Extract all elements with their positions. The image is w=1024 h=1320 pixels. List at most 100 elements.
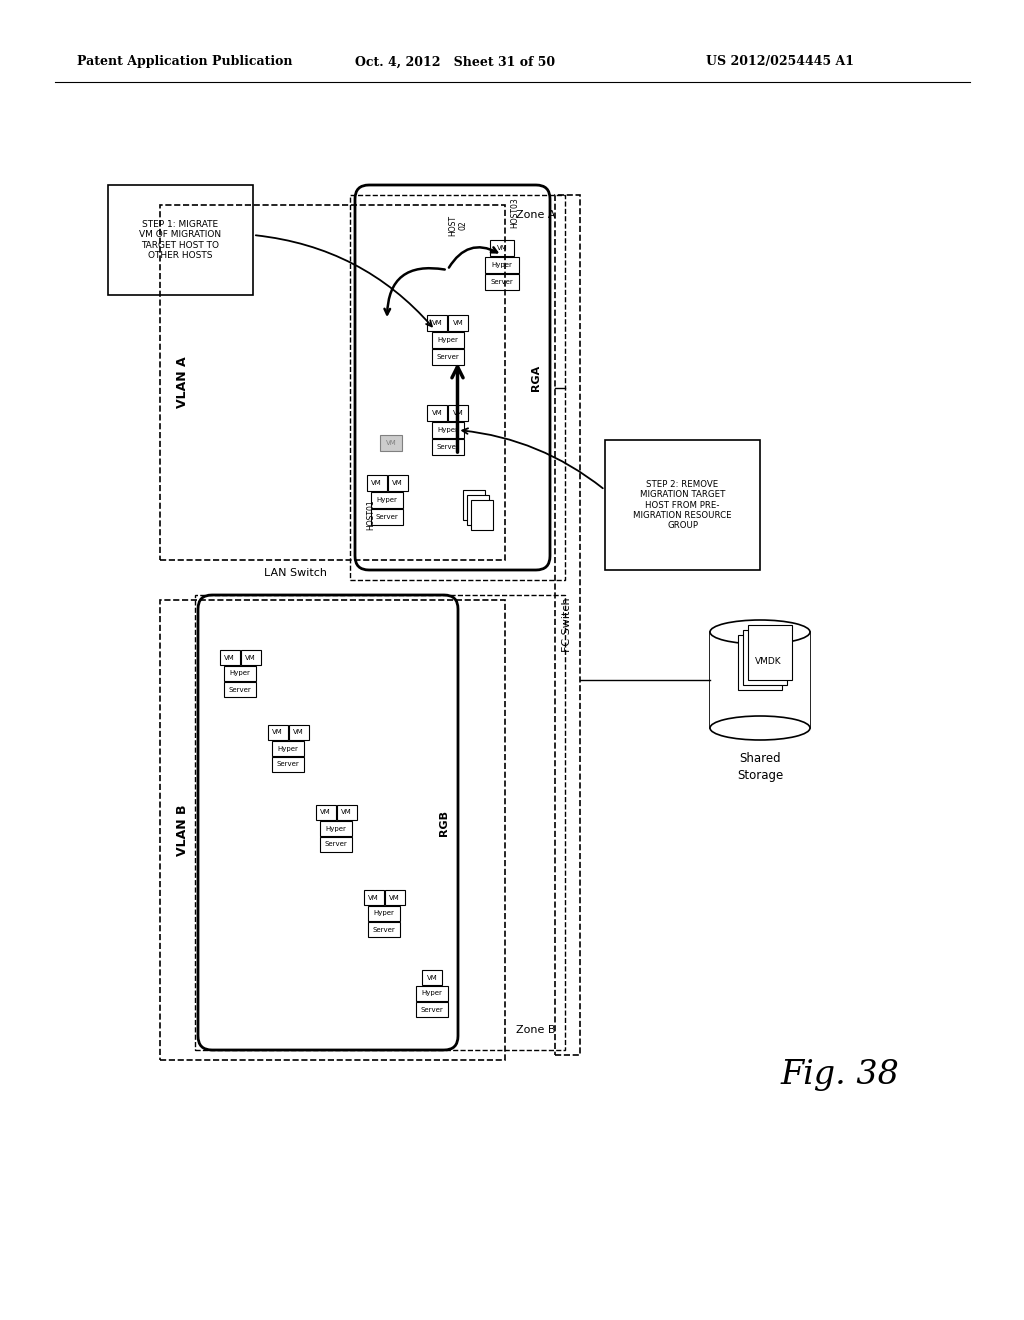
Text: VM: VM: [245, 655, 256, 660]
Text: Hyper: Hyper: [377, 498, 397, 503]
Text: STEP 1: MIGRATE
VM OF MIGRATION
TARGET HOST TO
OTHER HOSTS: STEP 1: MIGRATE VM OF MIGRATION TARGET H…: [139, 220, 221, 260]
Bar: [289, 725, 308, 741]
Bar: [319, 821, 352, 836]
Bar: [555, 195, 580, 1055]
Bar: [485, 275, 519, 290]
Bar: [431, 422, 464, 438]
Text: US 2012/0254445 A1: US 2012/0254445 A1: [706, 55, 854, 69]
Bar: [337, 805, 356, 820]
Bar: [431, 440, 464, 455]
Bar: [710, 632, 810, 729]
Text: Hyper: Hyper: [437, 426, 458, 433]
Text: LAN Switch: LAN Switch: [263, 568, 327, 578]
Bar: [319, 837, 352, 851]
Text: VM: VM: [453, 319, 464, 326]
Text: Server: Server: [490, 279, 513, 285]
Text: VM: VM: [427, 974, 437, 981]
Text: Server: Server: [228, 686, 251, 693]
Bar: [160, 601, 505, 1060]
Text: VM: VM: [432, 319, 442, 326]
Bar: [108, 185, 253, 294]
Text: VM: VM: [389, 895, 400, 900]
Text: Fig. 38: Fig. 38: [780, 1059, 899, 1092]
Bar: [449, 315, 468, 331]
Bar: [224, 667, 256, 681]
Bar: [605, 440, 760, 570]
Bar: [738, 635, 782, 690]
Bar: [463, 490, 484, 520]
Text: VM: VM: [432, 411, 442, 416]
Text: HOST
02: HOST 02: [447, 214, 467, 235]
Bar: [272, 741, 304, 756]
Bar: [368, 921, 400, 937]
Text: Server: Server: [436, 444, 459, 450]
Text: Hyper: Hyper: [374, 911, 394, 916]
Text: Zone B: Zone B: [515, 1026, 555, 1035]
Bar: [748, 624, 792, 680]
Text: Hyper: Hyper: [278, 746, 298, 751]
Bar: [315, 805, 336, 820]
Bar: [416, 1002, 449, 1016]
Bar: [387, 475, 408, 491]
Bar: [224, 682, 256, 697]
Text: VM: VM: [392, 480, 402, 486]
Bar: [364, 890, 384, 906]
Text: VM: VM: [497, 246, 507, 251]
Bar: [485, 257, 519, 273]
Text: VM: VM: [453, 411, 464, 416]
Text: RGA: RGA: [531, 364, 541, 391]
Text: VM: VM: [321, 809, 331, 816]
Text: Hyper: Hyper: [437, 337, 458, 343]
Bar: [272, 756, 304, 772]
Text: VM: VM: [368, 895, 379, 900]
Text: VLAN B: VLAN B: [175, 804, 188, 855]
Text: HOST03: HOST03: [511, 198, 519, 228]
Ellipse shape: [710, 620, 810, 644]
Text: VM: VM: [371, 480, 382, 486]
Bar: [219, 649, 240, 665]
Text: VMDK: VMDK: [755, 657, 781, 667]
Bar: [743, 630, 787, 685]
Bar: [427, 315, 447, 331]
Text: VM: VM: [224, 655, 234, 660]
Text: Zone A: Zone A: [515, 210, 555, 220]
Text: VM: VM: [341, 809, 352, 816]
Bar: [195, 595, 565, 1049]
Text: Server: Server: [436, 354, 459, 360]
Bar: [427, 405, 447, 421]
Bar: [431, 333, 464, 348]
Text: Hyper: Hyper: [326, 825, 346, 832]
Text: Oct. 4, 2012   Sheet 31 of 50: Oct. 4, 2012 Sheet 31 of 50: [355, 55, 555, 69]
Text: VM: VM: [272, 730, 283, 735]
Text: Hyper: Hyper: [422, 990, 442, 997]
Bar: [371, 492, 403, 508]
Bar: [371, 510, 403, 525]
Text: Shared: Shared: [739, 751, 781, 764]
Text: Hyper: Hyper: [229, 671, 251, 676]
Text: Server: Server: [325, 842, 347, 847]
Text: RGB: RGB: [439, 809, 449, 836]
Ellipse shape: [710, 715, 810, 741]
Text: Server: Server: [376, 513, 398, 520]
Bar: [490, 240, 514, 256]
Bar: [350, 195, 565, 579]
Bar: [367, 475, 386, 491]
Text: VM: VM: [293, 730, 304, 735]
Text: VM: VM: [386, 440, 396, 446]
Text: VLAN A: VLAN A: [175, 356, 188, 408]
Bar: [422, 970, 442, 985]
Bar: [449, 405, 468, 421]
Bar: [380, 436, 402, 451]
Bar: [241, 649, 260, 665]
Text: Hyper: Hyper: [492, 261, 512, 268]
Bar: [470, 500, 493, 531]
Text: Server: Server: [276, 762, 299, 767]
Bar: [384, 890, 404, 906]
Bar: [467, 495, 488, 525]
Text: Storage: Storage: [737, 770, 783, 783]
Text: Patent Application Publication: Patent Application Publication: [77, 55, 293, 69]
Bar: [160, 205, 505, 560]
Bar: [368, 906, 400, 921]
Text: HOST01: HOST01: [367, 500, 376, 531]
Text: Server: Server: [373, 927, 395, 932]
